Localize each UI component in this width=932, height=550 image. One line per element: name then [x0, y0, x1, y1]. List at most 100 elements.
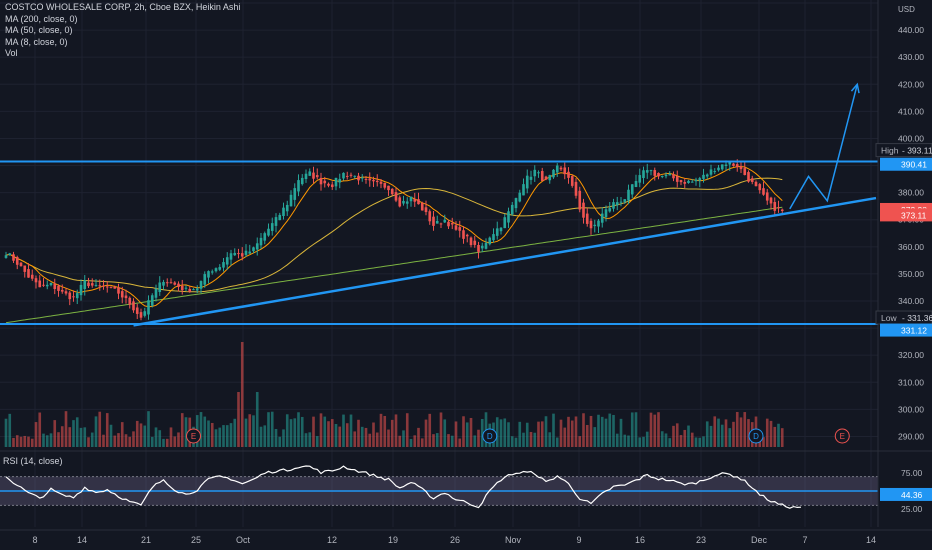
candle-body [349, 174, 353, 176]
candle-body [233, 252, 237, 256]
symbol-title[interactable]: COSTCO WHOLESALE CORP, 2h, Cboe BZX, Hei… [5, 2, 241, 12]
candle-body [690, 181, 694, 183]
volume-bar [732, 421, 735, 447]
candle-body [387, 185, 390, 191]
candle-body [694, 179, 698, 182]
volume-bar [664, 433, 668, 447]
candle-body [454, 225, 458, 230]
volume-bar [353, 431, 357, 447]
volume-bar [297, 412, 300, 447]
candle-body [173, 282, 177, 285]
candle-body [578, 190, 582, 210]
event-markers[interactable]: E ED D [186, 428, 850, 444]
candle-body [207, 271, 210, 278]
candle-body [124, 295, 128, 299]
volume-bar [462, 416, 465, 447]
candle-body [417, 199, 420, 205]
candle-body [720, 164, 724, 170]
candle-body [769, 197, 773, 204]
price-tick-label: 290.00 [898, 431, 924, 441]
volume-bar [424, 419, 428, 447]
time-tick-label: 8 [32, 535, 37, 545]
volume-bar [563, 427, 567, 447]
candle-body [664, 174, 668, 177]
volume-bar [660, 431, 664, 447]
volume-bar [717, 418, 720, 447]
candle-body [679, 180, 683, 183]
candle-body [649, 170, 653, 172]
projection-arrow[interactable] [789, 82, 860, 210]
candle-body [687, 180, 690, 183]
price-tick-label: 340.00 [898, 296, 924, 306]
price-tick-label: 350.00 [898, 269, 924, 279]
volume-bar [364, 427, 368, 447]
candle-body [195, 288, 199, 291]
volume-bar [582, 413, 585, 447]
candle-body [683, 181, 687, 184]
volume-bar [68, 427, 72, 447]
volume-bar [222, 425, 225, 447]
volume-bar [372, 422, 375, 447]
volume-bar [473, 435, 477, 447]
time-axis[interactable]: 8 14 21 25 Oct 12 19 26 Nov 9 16 23 Dec 7 14 [0, 529, 932, 545]
volume-bar [199, 412, 203, 447]
volume-bar [627, 435, 630, 447]
candle-body [353, 175, 357, 177]
ma50-legend[interactable]: MA (50, close, 0) [5, 25, 73, 36]
candle-body [660, 176, 664, 178]
candle-body [533, 169, 537, 177]
candle-body [739, 166, 743, 170]
candle-body [360, 177, 364, 179]
ma200-legend[interactable]: MA (200, close, 0) [5, 13, 78, 24]
candle-body [169, 282, 173, 284]
candle-body [657, 172, 660, 177]
candle-body [282, 207, 285, 217]
volume-bar [319, 413, 323, 447]
candle-body [653, 170, 657, 176]
earnings-marker [186, 428, 201, 444]
candle-body [555, 165, 559, 173]
candle-body [154, 288, 158, 298]
candle-body [225, 257, 229, 265]
candle-body [334, 177, 338, 187]
volume-bar [522, 432, 525, 447]
ma8-legend[interactable]: MA (8, close, 0) [5, 36, 68, 47]
volume-bar [724, 419, 728, 447]
volume-bar [510, 436, 514, 447]
volume-bar [334, 423, 338, 447]
candle-body [495, 228, 499, 236]
candle-body [405, 201, 409, 204]
rsi-legend[interactable]: RSI (14, close) [3, 456, 63, 466]
time-tick-label: 7 [802, 535, 807, 545]
candle-body [150, 295, 154, 306]
volume-bar [304, 433, 308, 447]
candle-body [19, 262, 23, 267]
volume-bar [203, 416, 207, 447]
volume-bar [27, 436, 30, 447]
vol-legend[interactable]: Vol [5, 48, 18, 59]
trendline[interactable] [133, 196, 877, 327]
volume-bar [248, 414, 252, 447]
volume-bar [57, 432, 60, 447]
candle-body [368, 178, 372, 181]
volume-bar [113, 435, 117, 447]
candle-body [162, 281, 165, 286]
volume-bar [120, 422, 124, 447]
volume-bar [225, 425, 229, 447]
volume-bar [180, 413, 184, 447]
candle-body [600, 213, 604, 223]
volume-bar [177, 432, 180, 447]
candle-body [165, 282, 169, 284]
candle-body [102, 285, 105, 287]
candle-body [319, 177, 323, 185]
candle-body [709, 169, 713, 175]
volume-bar [244, 418, 248, 447]
volume-bar [477, 429, 480, 447]
volume-bar [435, 433, 439, 447]
candle-body [255, 243, 259, 250]
volume-bar [769, 420, 773, 447]
volume-bar [94, 416, 98, 447]
volume-bar [645, 431, 649, 447]
candle-body [300, 177, 304, 185]
